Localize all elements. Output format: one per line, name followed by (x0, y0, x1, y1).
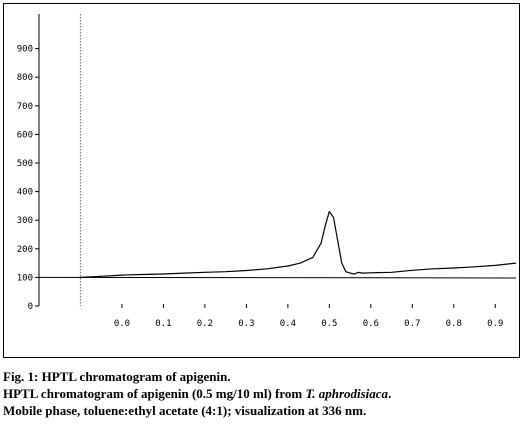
x-tick-label: 0.0 (114, 319, 130, 329)
x-tick-label: 0.5 (321, 319, 337, 329)
x-tick-label: 0.3 (238, 319, 254, 329)
y-tick-label: 0 (28, 302, 33, 312)
x-tick-label: 0.7 (404, 319, 420, 329)
caption-text-a: HPTL chromatogram of apigenin (0.5 mg/10… (3, 386, 306, 401)
caption-species: T. aphrodisiaca (305, 386, 389, 401)
y-tick-label: 900 (17, 45, 33, 55)
y-tick-label: 400 (17, 188, 33, 198)
caption-conditions: Mobile phase, toluene:ethyl acetate (4:1… (3, 403, 367, 418)
caption-title: Fig. 1: HPTL chromatogram of apigenin. (3, 369, 231, 384)
y-tick-label: 300 (17, 216, 33, 226)
x-tick-label: 0.8 (446, 319, 462, 329)
caption-description: HPTL chromatogram of apigenin (0.5 mg/10… (3, 385, 525, 402)
x-tick-label: 0.9 (487, 319, 503, 329)
y-tick-label: 100 (17, 273, 33, 283)
figure-caption: Fig. 1: HPTL chromatogram of apigenin. H… (3, 368, 525, 419)
y-tick-label: 800 (17, 73, 33, 83)
x-tick-label: 0.6 (363, 319, 379, 329)
y-tick-label: 200 (17, 245, 33, 255)
chromatogram-series-line (80, 211, 517, 278)
x-tick-label: 0.4 (280, 319, 296, 329)
y-tick-label: 600 (17, 130, 33, 140)
y-tick-label: 700 (17, 102, 33, 112)
chromatogram-chart: 0 100 200 300 400 500 600 700 800 900 0.0 0.1 0.2 0.3… (17, 14, 517, 329)
x-tick-label: 0.2 (197, 319, 213, 329)
y-tick-label: 500 (17, 159, 33, 169)
chart-frame: 0 100 200 300 400 500 600 700 800 900 0.0 0.1 0.2 0.3… (3, 3, 520, 358)
x-tick-label: 0.1 (155, 319, 171, 329)
caption-text-b: . (388, 386, 392, 401)
baseline-line (38, 276, 517, 279)
